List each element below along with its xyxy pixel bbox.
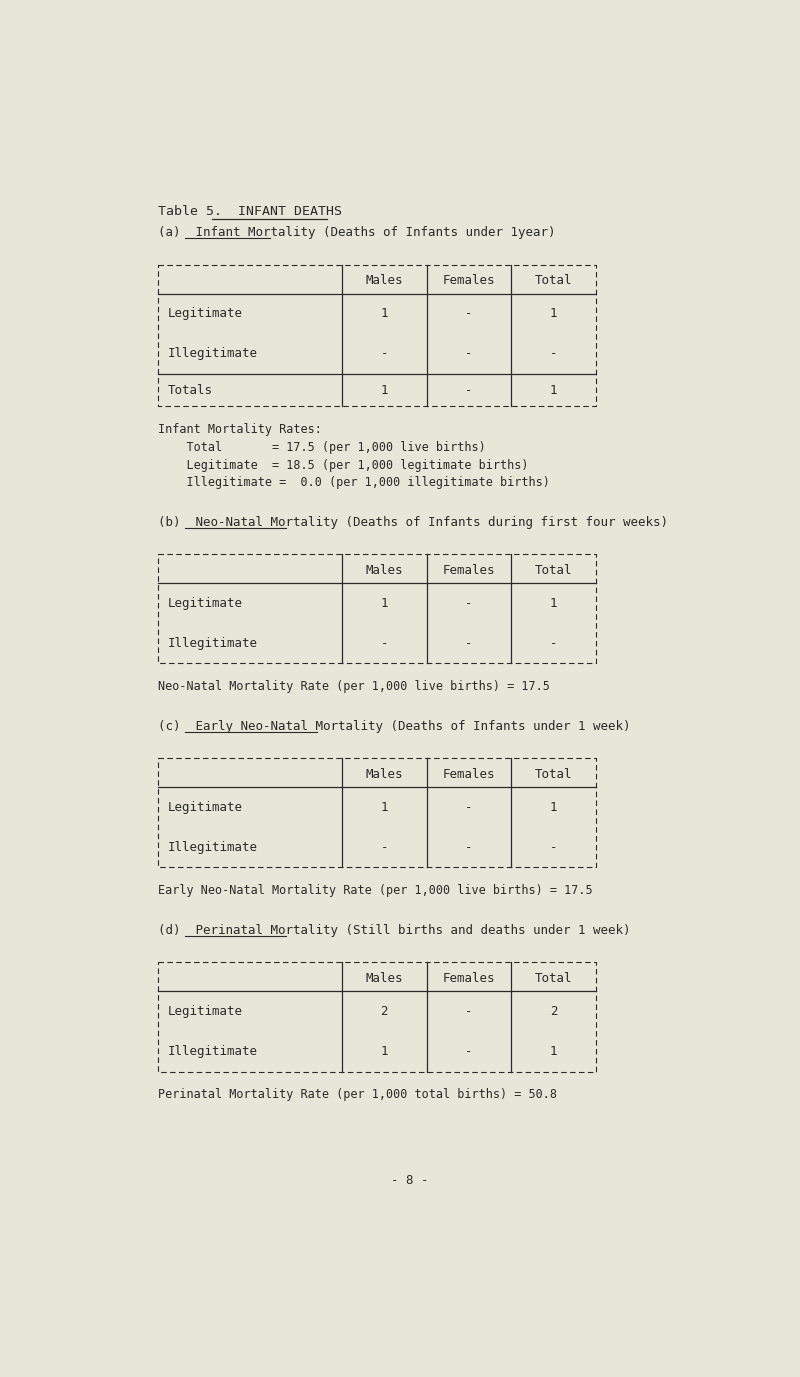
Text: Perinatal Mortality Rate (per 1,000 total births) = 50.8: Perinatal Mortality Rate (per 1,000 tota… bbox=[158, 1088, 557, 1102]
Text: Legitimate: Legitimate bbox=[168, 307, 243, 321]
Text: 1: 1 bbox=[381, 596, 388, 610]
Text: -: - bbox=[466, 384, 473, 397]
Text: Totals: Totals bbox=[168, 384, 213, 397]
Text: (d)  Perinatal Mortality (Still births and deaths under 1 week): (d) Perinatal Mortality (Still births an… bbox=[158, 924, 630, 936]
Text: 1: 1 bbox=[550, 801, 558, 814]
Text: -: - bbox=[466, 596, 473, 610]
Text: -: - bbox=[466, 347, 473, 361]
Text: Neo-Natal Mortality Rate (per 1,000 live births) = 17.5: Neo-Natal Mortality Rate (per 1,000 live… bbox=[158, 680, 550, 694]
Text: -: - bbox=[466, 841, 473, 854]
Text: 1: 1 bbox=[381, 384, 388, 397]
Text: Males: Males bbox=[366, 972, 403, 985]
Text: Males: Males bbox=[366, 274, 403, 288]
Text: (c)  Early Neo-Natal Mortality (Deaths of Infants under 1 week): (c) Early Neo-Natal Mortality (Deaths of… bbox=[158, 720, 630, 733]
Text: 1: 1 bbox=[550, 384, 558, 397]
Text: -: - bbox=[466, 638, 473, 650]
Text: Total: Total bbox=[535, 563, 572, 577]
Text: Illegitimate: Illegitimate bbox=[168, 841, 258, 854]
Text: Infant Mortality Rates:: Infant Mortality Rates: bbox=[158, 423, 322, 437]
Text: -: - bbox=[381, 347, 388, 361]
Text: (b)  Neo-Natal Mortality (Deaths of Infants during first four weeks): (b) Neo-Natal Mortality (Deaths of Infan… bbox=[158, 515, 668, 529]
Text: -: - bbox=[381, 841, 388, 854]
Text: 2: 2 bbox=[550, 1005, 558, 1018]
Text: 1: 1 bbox=[381, 1045, 388, 1058]
Text: Illegitimate =  0.0 (per 1,000 illegitimate births): Illegitimate = 0.0 (per 1,000 illegitima… bbox=[158, 476, 550, 489]
Text: -: - bbox=[550, 841, 558, 854]
Text: Females: Females bbox=[442, 972, 495, 985]
Text: -: - bbox=[466, 1005, 473, 1018]
Text: Legitimate: Legitimate bbox=[168, 1005, 243, 1018]
Text: 1: 1 bbox=[550, 596, 558, 610]
Text: 1: 1 bbox=[550, 307, 558, 321]
Text: -: - bbox=[550, 638, 558, 650]
Text: -: - bbox=[381, 638, 388, 650]
Text: -: - bbox=[466, 1045, 473, 1058]
Text: Early Neo-Natal Mortality Rate (per 1,000 live births) = 17.5: Early Neo-Natal Mortality Rate (per 1,00… bbox=[158, 884, 593, 898]
Text: 1: 1 bbox=[381, 307, 388, 321]
Text: Females: Females bbox=[442, 768, 495, 781]
Text: (a)  Infant Mortality (Deaths of Infants under 1year): (a) Infant Mortality (Deaths of Infants … bbox=[158, 226, 556, 240]
Text: -: - bbox=[466, 307, 473, 321]
Text: Table 5.  INFANT DEATHS: Table 5. INFANT DEATHS bbox=[158, 205, 342, 219]
Text: -: - bbox=[550, 347, 558, 361]
Text: 1: 1 bbox=[381, 801, 388, 814]
Text: Illegitimate: Illegitimate bbox=[168, 638, 258, 650]
Text: -: - bbox=[466, 801, 473, 814]
Text: 2: 2 bbox=[381, 1005, 388, 1018]
Text: Females: Females bbox=[442, 563, 495, 577]
Text: Illegitimate: Illegitimate bbox=[168, 347, 258, 361]
Text: Total: Total bbox=[535, 972, 572, 985]
Text: Total       = 17.5 (per 1,000 live births): Total = 17.5 (per 1,000 live births) bbox=[158, 441, 486, 454]
Text: Males: Males bbox=[366, 563, 403, 577]
Text: 1: 1 bbox=[550, 1045, 558, 1058]
Text: Total: Total bbox=[535, 768, 572, 781]
Text: Females: Females bbox=[442, 274, 495, 288]
Text: Illegitimate: Illegitimate bbox=[168, 1045, 258, 1058]
Text: Legitimate  = 18.5 (per 1,000 legitimate births): Legitimate = 18.5 (per 1,000 legitimate … bbox=[158, 459, 529, 471]
Text: Males: Males bbox=[366, 768, 403, 781]
Text: Total: Total bbox=[535, 274, 572, 288]
Text: Legitimate: Legitimate bbox=[168, 801, 243, 814]
Text: - 8 -: - 8 - bbox=[391, 1175, 429, 1187]
Text: Legitimate: Legitimate bbox=[168, 596, 243, 610]
